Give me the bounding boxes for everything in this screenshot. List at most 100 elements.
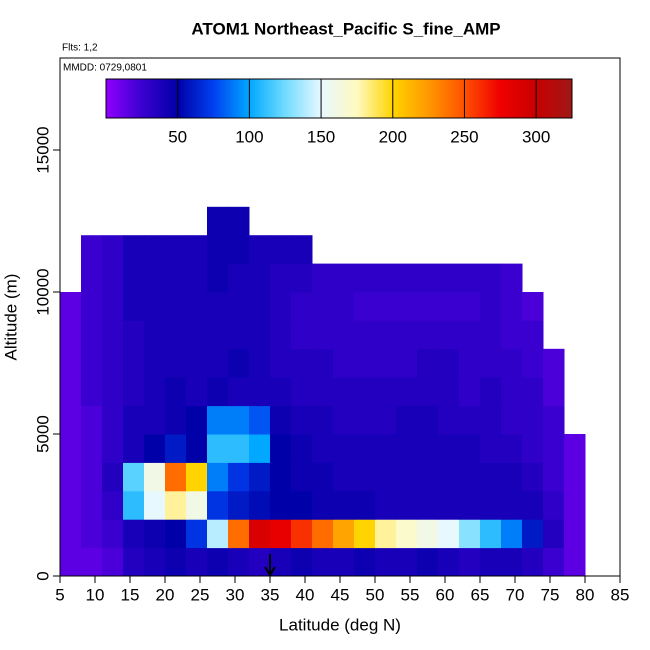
heatmap-cell [480,405,502,435]
heatmap-cell [81,434,103,463]
heatmap-cell [228,547,250,577]
heatmap-cell [480,320,502,350]
heatmap-cell [165,490,187,520]
heatmap-cell [207,519,229,549]
heatmap-cell [543,377,565,407]
heatmap-cell [459,348,481,378]
heatmap-cell [102,292,124,321]
heatmap-cell [438,462,460,492]
chart-title: ATOM1 Northeast_Pacific S_fine_AMP [191,19,500,38]
heatmap-cell [270,405,292,435]
heatmap-cell [249,320,271,350]
heatmap-cell [354,292,376,321]
heatmap-cell [522,490,544,520]
heatmap-cell [228,462,250,492]
heatmap-cell [228,490,250,520]
heatmap-cell [144,462,166,492]
heatmap-cell [354,320,376,350]
heatmap-cell [228,263,250,293]
heatmap-cell [417,490,439,520]
heatmap-cell [123,377,145,407]
heatmap-cell [123,235,145,265]
heatmap-cell [291,263,313,293]
x-tick-label: 15 [121,585,140,604]
heatmap-cell [123,547,145,577]
heatmap-cell [417,405,439,435]
heatmap-cell [543,462,565,492]
heatmap-cell [207,462,229,492]
heatmap-cell [459,320,481,350]
heatmap-cell [207,292,229,321]
heatmap-cell [249,462,271,492]
heatmap-cell [501,490,523,520]
heatmap-cell [375,348,397,378]
heatmap-cell [270,490,292,520]
heatmap-cell [186,292,208,321]
heatmap-cell [186,377,208,407]
heatmap-cell [165,348,187,378]
heatmap-cell [417,434,439,463]
heatmap-cell [312,348,334,378]
colorbar-tick-label: 100 [235,127,263,146]
heatmap-cell [123,292,145,321]
heatmap-cell [291,235,313,265]
heatmap-cell [459,462,481,492]
heatmap-cell [81,547,103,577]
heatmap-cell [312,263,334,293]
heatmap-cell [396,320,418,350]
heatmap-cell [312,462,334,492]
heatmap-cell [291,519,313,549]
heatmap-cell [543,547,565,577]
x-tick-label: 10 [86,585,105,604]
heatmap-cell [438,292,460,321]
x-tick-label: 70 [506,585,525,604]
heatmap-cell [333,377,355,407]
heatmap-cell [249,490,271,520]
heatmap-cell [144,547,166,577]
heatmap-cell [165,235,187,265]
heatmap-cell [165,292,187,321]
heatmap-cell [249,292,271,321]
heatmap-cell [417,462,439,492]
heatmap-cell [186,462,208,492]
heatmap-cell [270,235,292,265]
heatmap-cell [522,377,544,407]
heatmap-cell [291,292,313,321]
heatmap-cell [81,377,103,407]
heatmap-cell [207,547,229,577]
heatmap-cell [249,348,271,378]
heatmap-cell [312,377,334,407]
heatmap-cell [375,462,397,492]
heatmap-cell [354,462,376,492]
heatmap-cell [144,490,166,520]
heatmap-cell [60,462,82,492]
y-tick-label: 10000 [33,268,52,315]
heatmap-cell [438,490,460,520]
heatmap-cell [354,490,376,520]
heatmap-cell [375,547,397,577]
x-tick-label: 60 [436,585,455,604]
heatmap-cell [333,405,355,435]
heatmap-cell [186,547,208,577]
heatmap-cell [270,320,292,350]
heatmap-cell [312,434,334,463]
heatmap-cell [375,263,397,293]
heatmap-cell [333,547,355,577]
heatmap-cell [207,263,229,293]
heatmap-cell [228,235,250,265]
heatmap-cell [396,348,418,378]
x-tick-label: 35 [261,585,280,604]
heatmap-cell [291,490,313,520]
heatmap-cell [396,377,418,407]
heatmap-cell [228,292,250,321]
heatmap-cell [144,434,166,463]
heatmap-cell [144,377,166,407]
x-tick-label: 55 [401,585,420,604]
heatmap-cell [102,462,124,492]
heatmap-cell [270,434,292,463]
heatmap-cell [186,235,208,265]
heatmap-cell [123,462,145,492]
heatmap-cell [165,263,187,293]
heatmap-cell [165,434,187,463]
heatmap-cell [144,348,166,378]
